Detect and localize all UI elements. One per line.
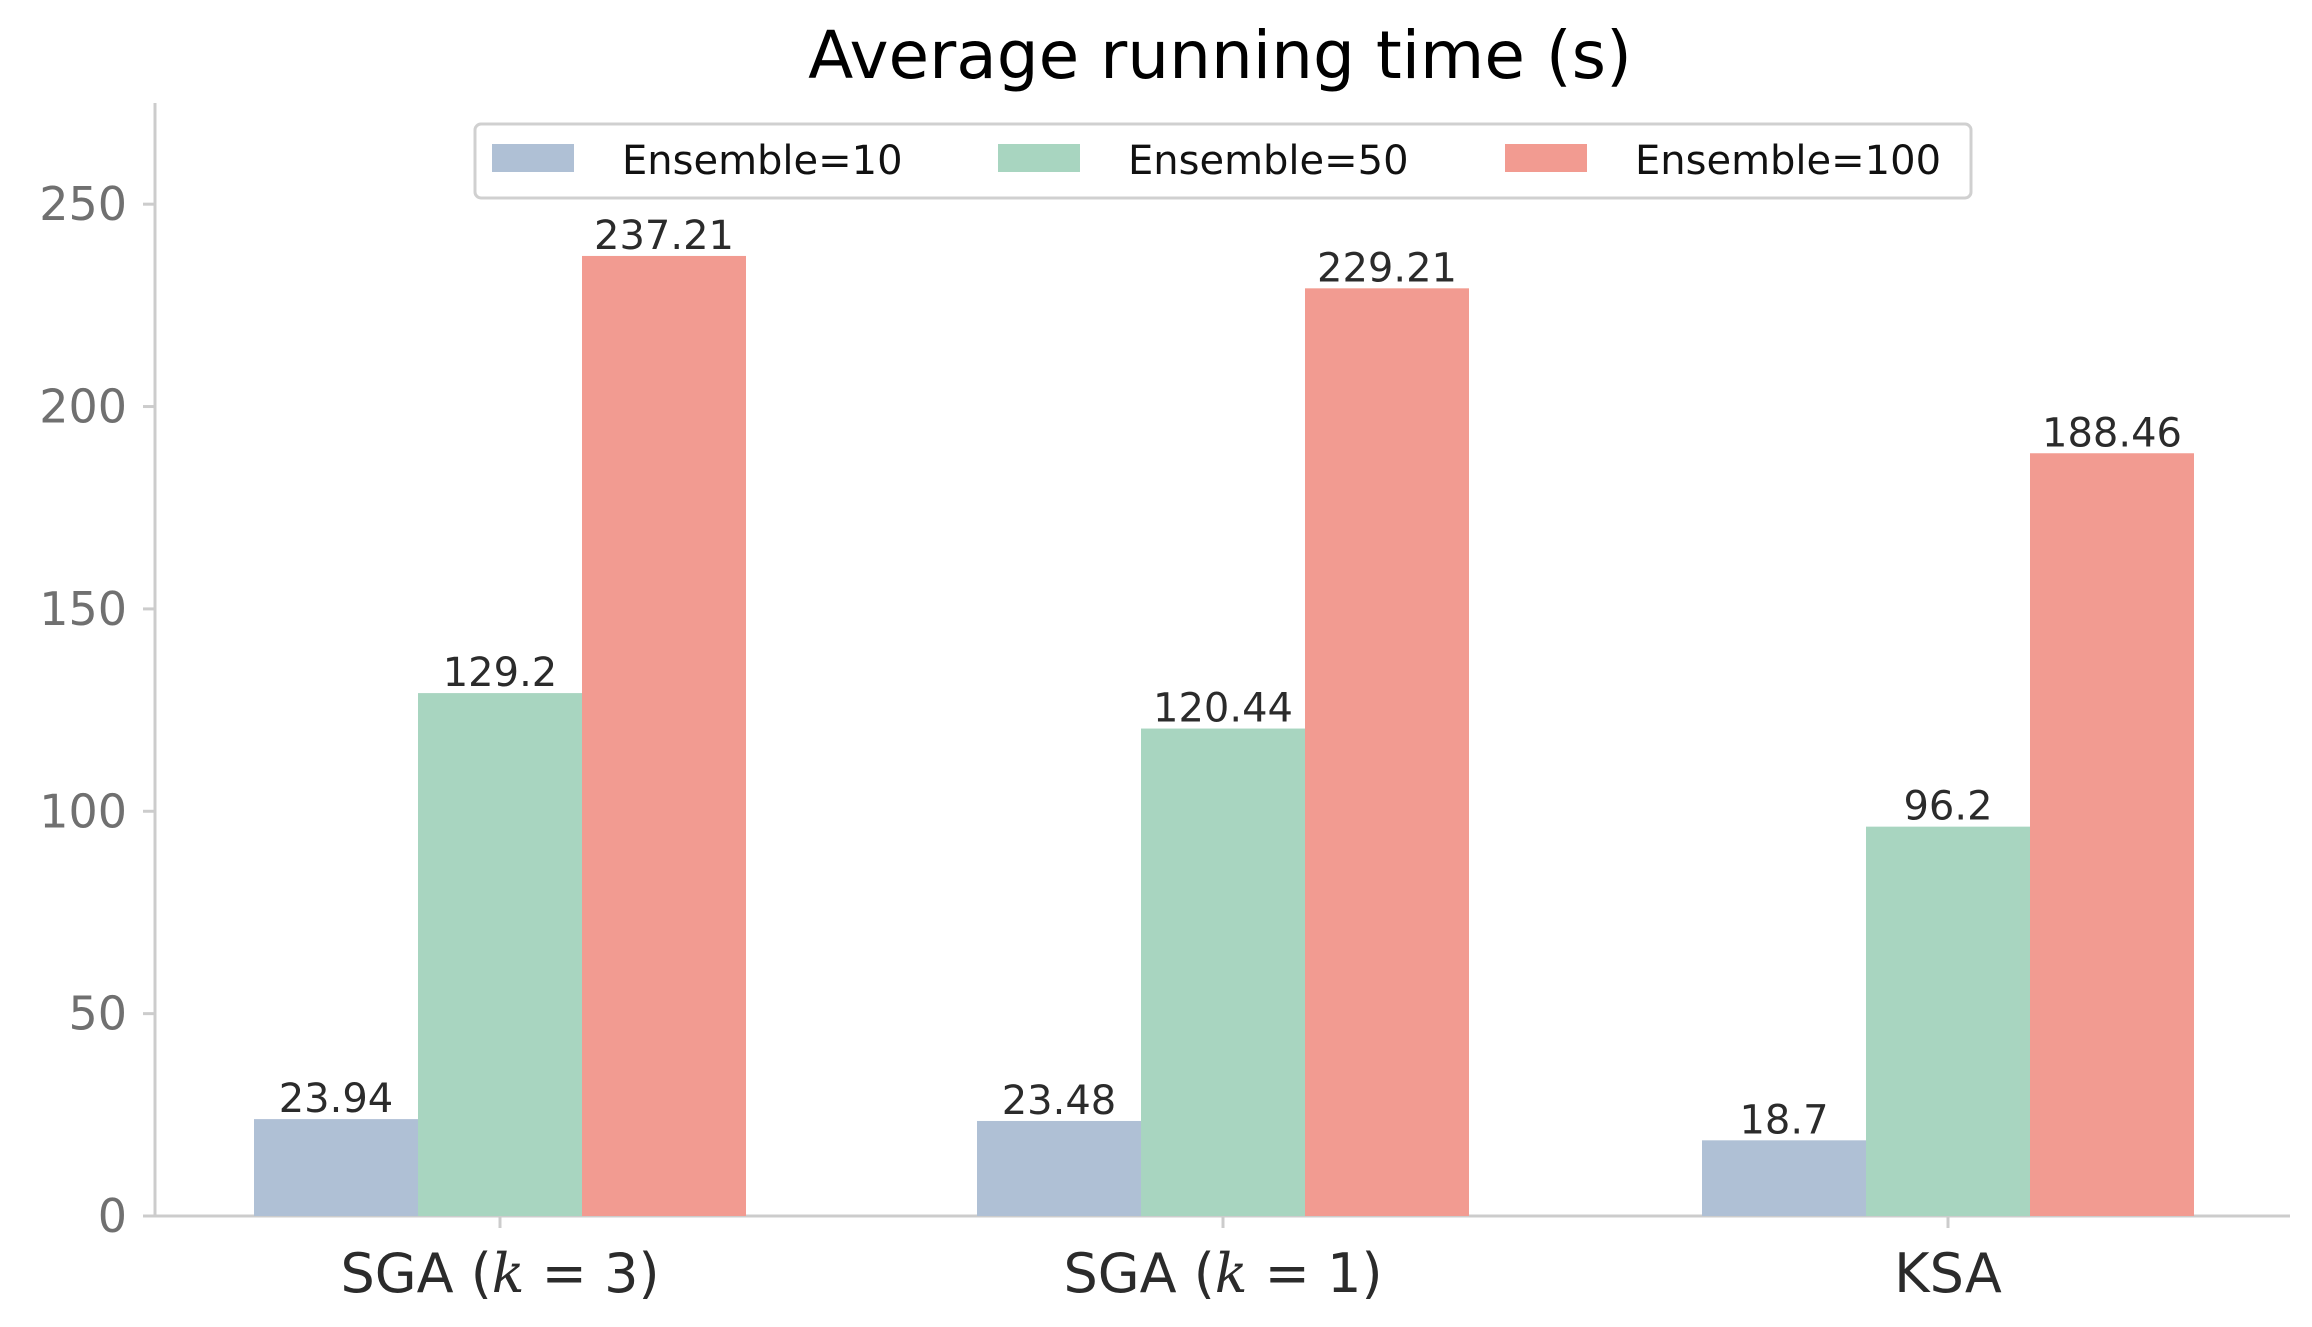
bar xyxy=(977,1120,1141,1216)
bar-value-label: 188.46 xyxy=(2042,410,2182,456)
bar-value-label: 237.21 xyxy=(594,213,734,259)
bar-value-label: 120.44 xyxy=(1153,686,1293,732)
bar xyxy=(1305,288,1469,1217)
x-tick-label-part: = 1) xyxy=(1248,1242,1383,1305)
legend-swatch xyxy=(492,144,574,172)
legend-label: Ensemble=10 xyxy=(622,138,903,184)
y-tick-label: 0 xyxy=(98,1189,127,1243)
bar-value-label: 23.94 xyxy=(279,1076,394,1122)
bar xyxy=(1702,1140,1866,1216)
legend-label: Ensemble=100 xyxy=(1635,138,1941,184)
bar-value-label: 18.7 xyxy=(1739,1097,1828,1143)
bar xyxy=(418,693,582,1216)
x-tick-label-part: KSA xyxy=(1894,1242,2002,1305)
bar xyxy=(582,255,746,1217)
x-tick-label: KSA xyxy=(1894,1242,2002,1305)
chart-title: Average running time (s) xyxy=(808,17,1632,94)
y-tick-label: 200 xyxy=(39,380,127,434)
legend-swatch xyxy=(998,144,1080,172)
x-tick-label-math-variable: k xyxy=(492,1242,525,1305)
legend-swatch xyxy=(1505,144,1587,172)
y-tick-label: 250 xyxy=(39,177,127,231)
legend: Ensemble=10 Ensemble=50 Ensemble=100 xyxy=(473,122,1973,200)
bar-value-label: 96.2 xyxy=(1903,784,1992,830)
x-tick-label-part: = 3) xyxy=(525,1242,660,1305)
y-tick-label: 100 xyxy=(39,784,127,838)
bar xyxy=(2030,453,2194,1216)
legend-label: Ensemble=50 xyxy=(1128,138,1409,184)
bar-value-label: 23.48 xyxy=(1002,1078,1117,1124)
x-tick-label: SGA (k = 1) xyxy=(1063,1242,1382,1305)
legend-frame xyxy=(473,122,1973,200)
bar-value-label: 229.21 xyxy=(1317,245,1457,291)
y-tick-label: 150 xyxy=(39,582,127,636)
bar xyxy=(1866,826,2030,1216)
x-tick-label: SGA (k = 3) xyxy=(340,1242,659,1305)
bar xyxy=(254,1119,418,1216)
x-tick-label-part: SGA ( xyxy=(1063,1242,1214,1305)
bar xyxy=(1141,728,1305,1216)
y-tick-label: 50 xyxy=(68,987,127,1041)
x-tick-label-part: SGA ( xyxy=(340,1242,491,1305)
bar-value-label: 129.2 xyxy=(443,650,558,696)
x-tick-label-math-variable: k xyxy=(1215,1242,1248,1305)
